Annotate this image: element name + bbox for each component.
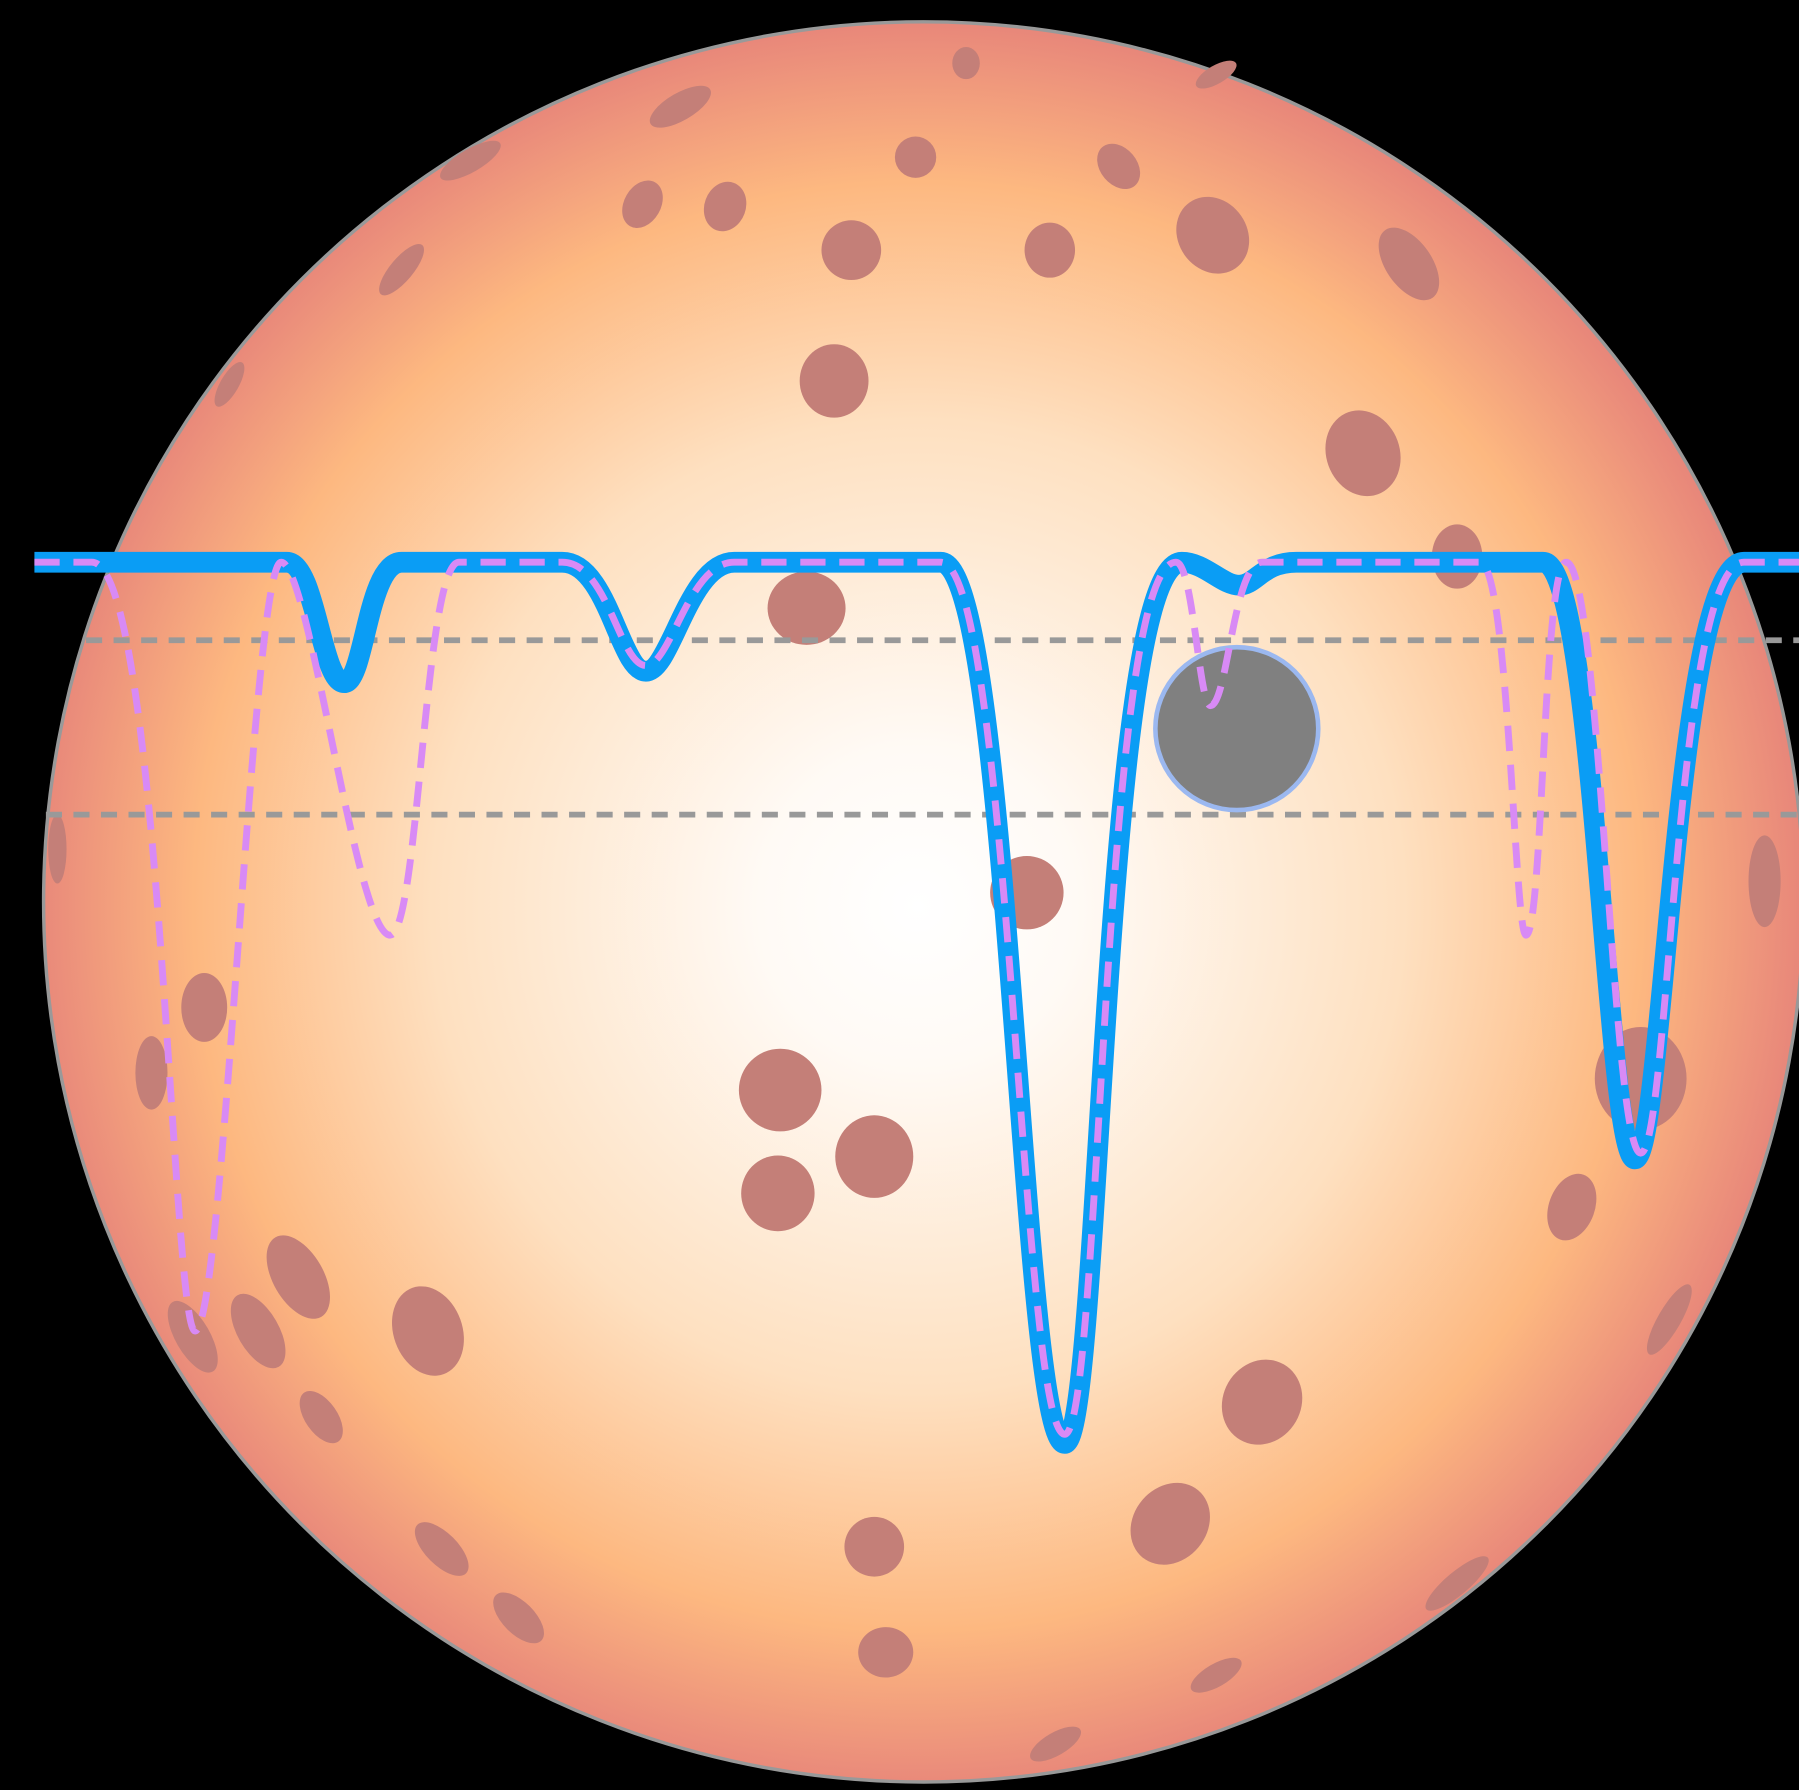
starspot	[738, 1048, 822, 1132]
starspot	[858, 1627, 914, 1678]
starspot	[799, 344, 869, 418]
starspot	[622, 180, 663, 228]
starspot	[821, 220, 882, 280]
starspot	[266, 1235, 330, 1319]
starspot	[1176, 196, 1250, 274]
starspot	[703, 181, 747, 232]
starspot	[894, 136, 937, 178]
starspot	[1097, 143, 1141, 190]
starspot	[741, 1155, 815, 1232]
starspot	[48, 814, 67, 884]
starspot	[181, 973, 228, 1042]
starspot	[649, 85, 711, 128]
starspot	[952, 47, 980, 80]
starspot	[1221, 1359, 1303, 1445]
starspot	[167, 1300, 218, 1373]
starspot	[1130, 1482, 1210, 1565]
starspot	[379, 243, 425, 296]
starspot	[493, 1592, 544, 1644]
starspot	[1646, 1284, 1692, 1355]
starspot	[440, 140, 501, 181]
starspot	[1547, 1173, 1597, 1241]
starspot	[1378, 227, 1440, 301]
starspot	[391, 1286, 464, 1376]
starspot	[1030, 1726, 1082, 1762]
starspot	[835, 1115, 914, 1198]
starspot	[1325, 410, 1401, 497]
starspot	[844, 1516, 905, 1577]
starspot	[1024, 222, 1076, 278]
starspot	[1425, 1556, 1489, 1611]
starspot	[230, 1293, 286, 1369]
starspot	[767, 571, 846, 645]
starspot	[299, 1390, 343, 1444]
starspot	[414, 1522, 469, 1576]
starspot	[214, 362, 245, 407]
starspot	[1748, 835, 1781, 928]
planet	[1153, 644, 1321, 813]
starspots	[48, 47, 1781, 1762]
comparison-line-profile	[34, 558, 1799, 1438]
starspot	[1195, 60, 1237, 89]
starspot	[135, 1036, 168, 1110]
starspot	[1190, 1657, 1242, 1693]
